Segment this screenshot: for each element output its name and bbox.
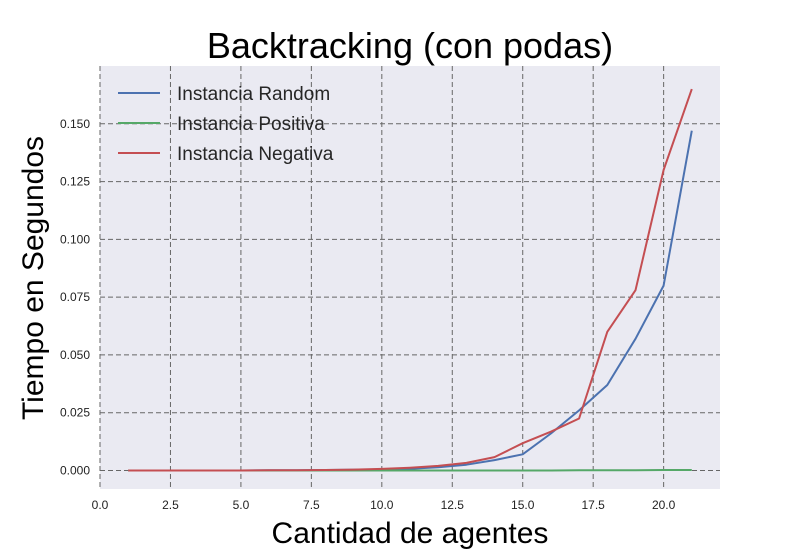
legend-label: Instancia Random [177,84,330,105]
y-axis-ticks: 0.000 0.025 0.050 0.075 0.100 0.125 0.150 [60,117,90,478]
plot-area [100,66,720,489]
series-lines [128,88,693,472]
x-tick-label: 0.0 [92,498,109,512]
y-tick-label: 0.025 [60,406,90,420]
x-tick-label: 10.0 [370,498,394,512]
y-tick-label: 0.125 [60,175,90,189]
x-tick-label: 12.5 [441,498,465,512]
x-tick-label: 15.0 [511,498,535,512]
y-axis-label: Tiempo en Segundos [17,136,50,420]
series-line-instancia-negativa [128,88,693,472]
y-tick-label: 0.000 [60,464,90,478]
x-tick-label: 5.0 [233,498,250,512]
legend: Instancia Random Instancia Positiva Instan… [118,84,334,165]
x-tick-label: 7.5 [303,498,320,512]
x-tick-label: 17.5 [582,498,606,512]
y-tick-label: 0.150 [60,117,90,131]
legend-label: Instancia Negativa [177,144,334,165]
x-tick-label: 20.0 [652,498,676,512]
y-tick-label: 0.050 [60,348,90,362]
chart-title: Backtracking (con podas) [207,25,613,66]
x-tick-label: 2.5 [162,498,179,512]
x-axis-label: Cantidad de agentes [272,517,549,550]
y-tick-label: 0.075 [60,290,90,304]
y-tick-label: 0.100 [60,232,90,246]
x-axis-ticks: 0.0 2.5 5.0 7.5 10.0 12.5 15.0 17.5 20.0 [92,498,676,512]
legend-label: Instancia Positiva [177,114,325,135]
